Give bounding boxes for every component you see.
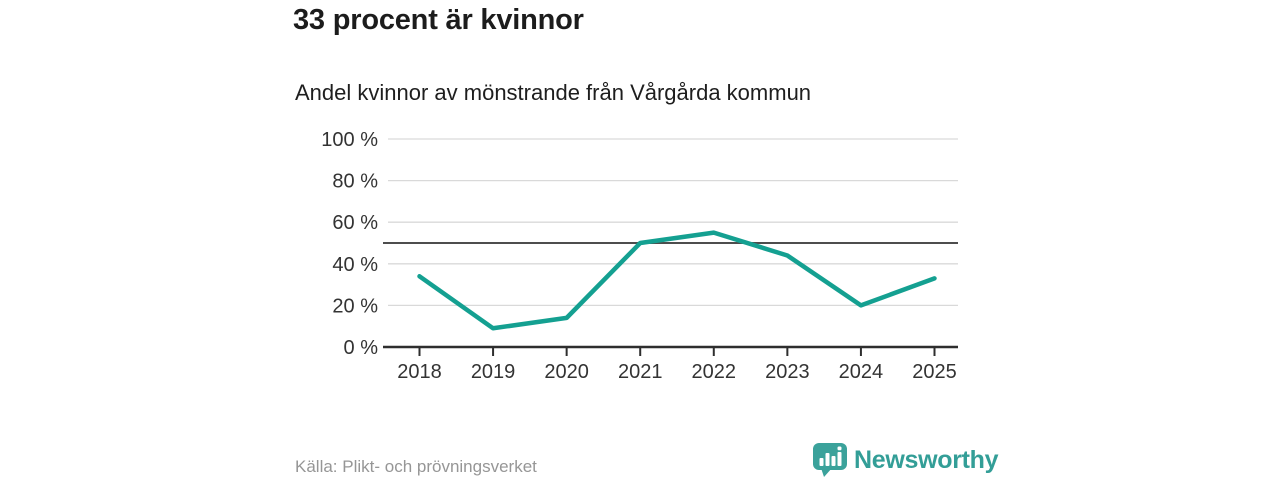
x-tick-label: 2019 bbox=[471, 361, 516, 383]
chart-title: 33 procent är kvinnor bbox=[293, 4, 584, 36]
y-tick-label: 60 % bbox=[332, 212, 378, 234]
x-tick-label: 2021 bbox=[618, 361, 663, 383]
y-tick-label: 80 % bbox=[332, 171, 378, 193]
x-tick-label: 2022 bbox=[692, 361, 737, 383]
newsworthy-wordmark: Newsworthy bbox=[854, 446, 999, 474]
y-tick-label: 20 % bbox=[332, 295, 378, 317]
newsworthy-brand: Newsworthy bbox=[813, 443, 999, 478]
y-tick-label: 100 % bbox=[321, 129, 378, 151]
y-tick-label: 40 % bbox=[332, 254, 378, 276]
x-tick-label: 2024 bbox=[839, 361, 884, 383]
line-chart-svg: 2018 2019 2020 2021 2022 2023 2024 2025 0 % 20 % 4… bbox=[321, 129, 958, 383]
x-tick-label: 2025 bbox=[912, 361, 957, 383]
y-tick-label: 0 % bbox=[344, 337, 379, 359]
data-line bbox=[417, 230, 937, 331]
newsworthy-logo-icon bbox=[813, 443, 847, 477]
x-tick-label: 2023 bbox=[765, 361, 810, 383]
chart-subtitle: Andel kvinnor av mönstrande från Vårgård… bbox=[295, 80, 812, 105]
x-tick-label: 2018 bbox=[397, 361, 442, 383]
x-tick-label: 2020 bbox=[544, 361, 589, 383]
source-note: Källa: Plikt- och prövningsverket bbox=[295, 457, 537, 476]
